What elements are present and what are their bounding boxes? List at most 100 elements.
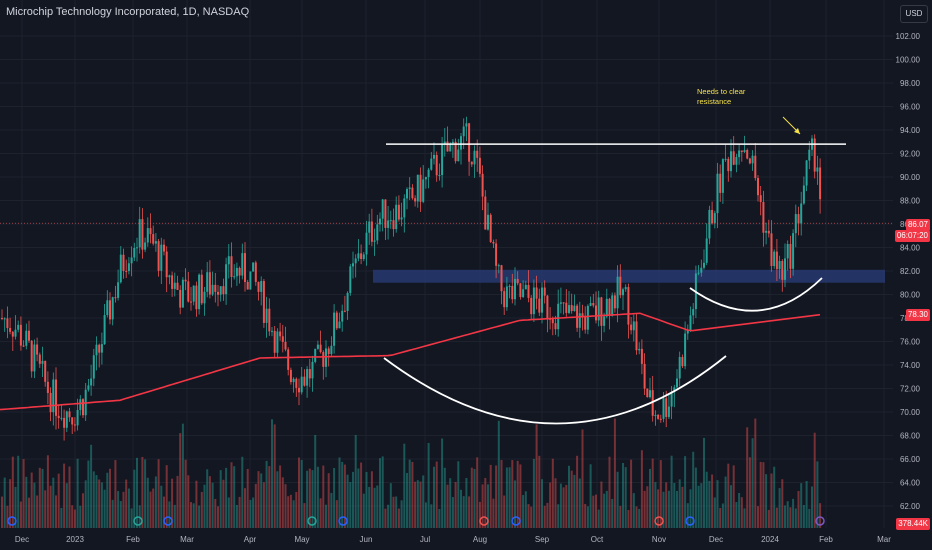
- countdown-label: 06:07:20: [894, 230, 930, 242]
- volume-bar: [111, 499, 114, 528]
- candle-body: [719, 173, 722, 193]
- currency-button[interactable]: USD: [900, 5, 928, 23]
- candle-body: [414, 198, 417, 202]
- volume-bar: [765, 474, 768, 528]
- volume-bar: [187, 475, 190, 528]
- candle-body: [703, 262, 705, 268]
- candle-body: [306, 369, 309, 386]
- candle-body: [805, 160, 808, 186]
- volume-bar: [400, 500, 403, 528]
- volume-bar: [98, 479, 101, 528]
- candle-body: [82, 399, 84, 416]
- price-tick-label: 68.00: [900, 432, 921, 441]
- candle-body: [225, 264, 228, 295]
- candle-body: [716, 173, 719, 214]
- candle-body: [654, 414, 657, 416]
- volume-bar: [430, 504, 433, 528]
- candle-body: [646, 388, 649, 398]
- candle-body: [365, 232, 368, 255]
- volume-bar: [495, 465, 498, 528]
- volume-bar: [117, 491, 120, 528]
- candle-body: [173, 282, 176, 289]
- candle-body: [246, 281, 249, 290]
- volume-bar: [387, 504, 390, 528]
- candle-body: [786, 243, 789, 259]
- candle-body: [389, 220, 392, 222]
- candle-body: [208, 272, 211, 295]
- candle-body: [308, 369, 311, 379]
- volume-bar: [503, 495, 506, 528]
- volume-bar: [684, 456, 687, 528]
- candle-body: [71, 417, 74, 425]
- volume-bar: [565, 484, 568, 528]
- candle-body: [551, 319, 554, 324]
- volume-bar: [654, 482, 657, 528]
- volume-bar: [465, 478, 468, 528]
- candle-body: [17, 324, 20, 330]
- candle-body: [192, 285, 195, 302]
- candle-body: [500, 265, 503, 292]
- volume-bar: [149, 491, 152, 528]
- volume-bar: [11, 456, 14, 528]
- volume-bar: [762, 462, 765, 528]
- price-tick-label: 98.00: [900, 79, 921, 88]
- volume-bar: [694, 467, 697, 528]
- volume-bar: [360, 462, 363, 528]
- volume-bar: [784, 505, 786, 528]
- volume-bar: [657, 489, 660, 528]
- candle-body: [622, 289, 624, 296]
- time-tick-label: Nov: [652, 535, 666, 544]
- volume-bar: [530, 506, 533, 528]
- candle-body: [514, 278, 516, 300]
- price-tick-label: 82.00: [900, 267, 921, 276]
- volume-bar: [384, 508, 387, 528]
- volume-bar: [562, 487, 565, 528]
- candle-body: [141, 219, 144, 250]
- volume-bar: [640, 450, 643, 528]
- candle-body: [352, 263, 354, 267]
- symbol-title[interactable]: Microchip Technology Incorporated, 1D, N…: [6, 6, 250, 18]
- candle-body: [111, 297, 114, 320]
- volume-bar: [265, 460, 268, 528]
- candle-body: [319, 344, 322, 353]
- volume-bar: [257, 471, 260, 528]
- candle-body: [508, 285, 511, 287]
- candle-body: [632, 321, 635, 331]
- candle-body: [292, 378, 295, 383]
- candle-body: [767, 230, 770, 234]
- volume-bar: [778, 488, 781, 528]
- volume-bar: [6, 505, 9, 528]
- candle-body: [681, 357, 684, 367]
- candle-body: [49, 392, 52, 413]
- volume-bar: [376, 485, 379, 528]
- volume-bar: [157, 459, 160, 528]
- volume-bar: [227, 497, 230, 528]
- volume-bar: [646, 486, 649, 528]
- candle-body: [322, 352, 325, 367]
- candle-body: [279, 331, 282, 337]
- event-marker-icon: [815, 516, 825, 526]
- candle-body: [152, 234, 155, 244]
- candle-body: [149, 228, 152, 235]
- volume-bar: [581, 429, 584, 528]
- candle-body: [238, 267, 241, 276]
- candle-body: [276, 331, 279, 353]
- volume-bar: [578, 478, 581, 528]
- candle-body: [303, 376, 306, 386]
- volume-bar: [322, 465, 325, 528]
- annotation-text: resistance: [697, 97, 731, 106]
- volume-bar: [816, 461, 819, 528]
- volume-bar: [775, 507, 778, 528]
- volume-bar: [225, 467, 228, 528]
- volume-bar: [738, 492, 741, 528]
- candle-body: [527, 284, 530, 298]
- volume-bar: [611, 498, 614, 528]
- volume-bar: [589, 464, 592, 528]
- price-tick-label: 92.00: [900, 150, 921, 159]
- candle-body: [619, 276, 622, 296]
- volume-bar: [473, 468, 476, 528]
- volume-bar: [268, 466, 271, 528]
- candle-body: [627, 287, 630, 325]
- candle-body: [25, 330, 28, 346]
